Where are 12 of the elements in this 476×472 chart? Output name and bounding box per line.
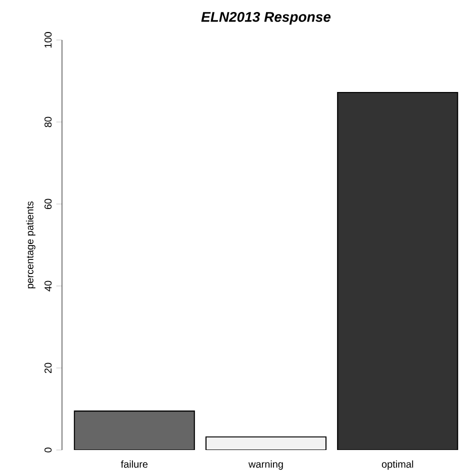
y-tick-label: 0 <box>44 448 52 452</box>
y-tick-label: 60 <box>44 198 52 210</box>
y-tick-label: 80 <box>44 116 52 128</box>
bar <box>205 436 327 450</box>
y-tick-label: 20 <box>44 362 52 374</box>
x-tick-label: optimal <box>382 460 414 470</box>
chart-title: ELN2013 Response <box>201 12 331 25</box>
x-tick-label: failure <box>120 460 148 468</box>
x-tick-label: warning <box>248 460 283 470</box>
y-tick-label: 100 <box>44 32 52 48</box>
y-tick-label: 40 <box>44 280 52 292</box>
y-axis-title: percentage patients <box>26 201 36 288</box>
